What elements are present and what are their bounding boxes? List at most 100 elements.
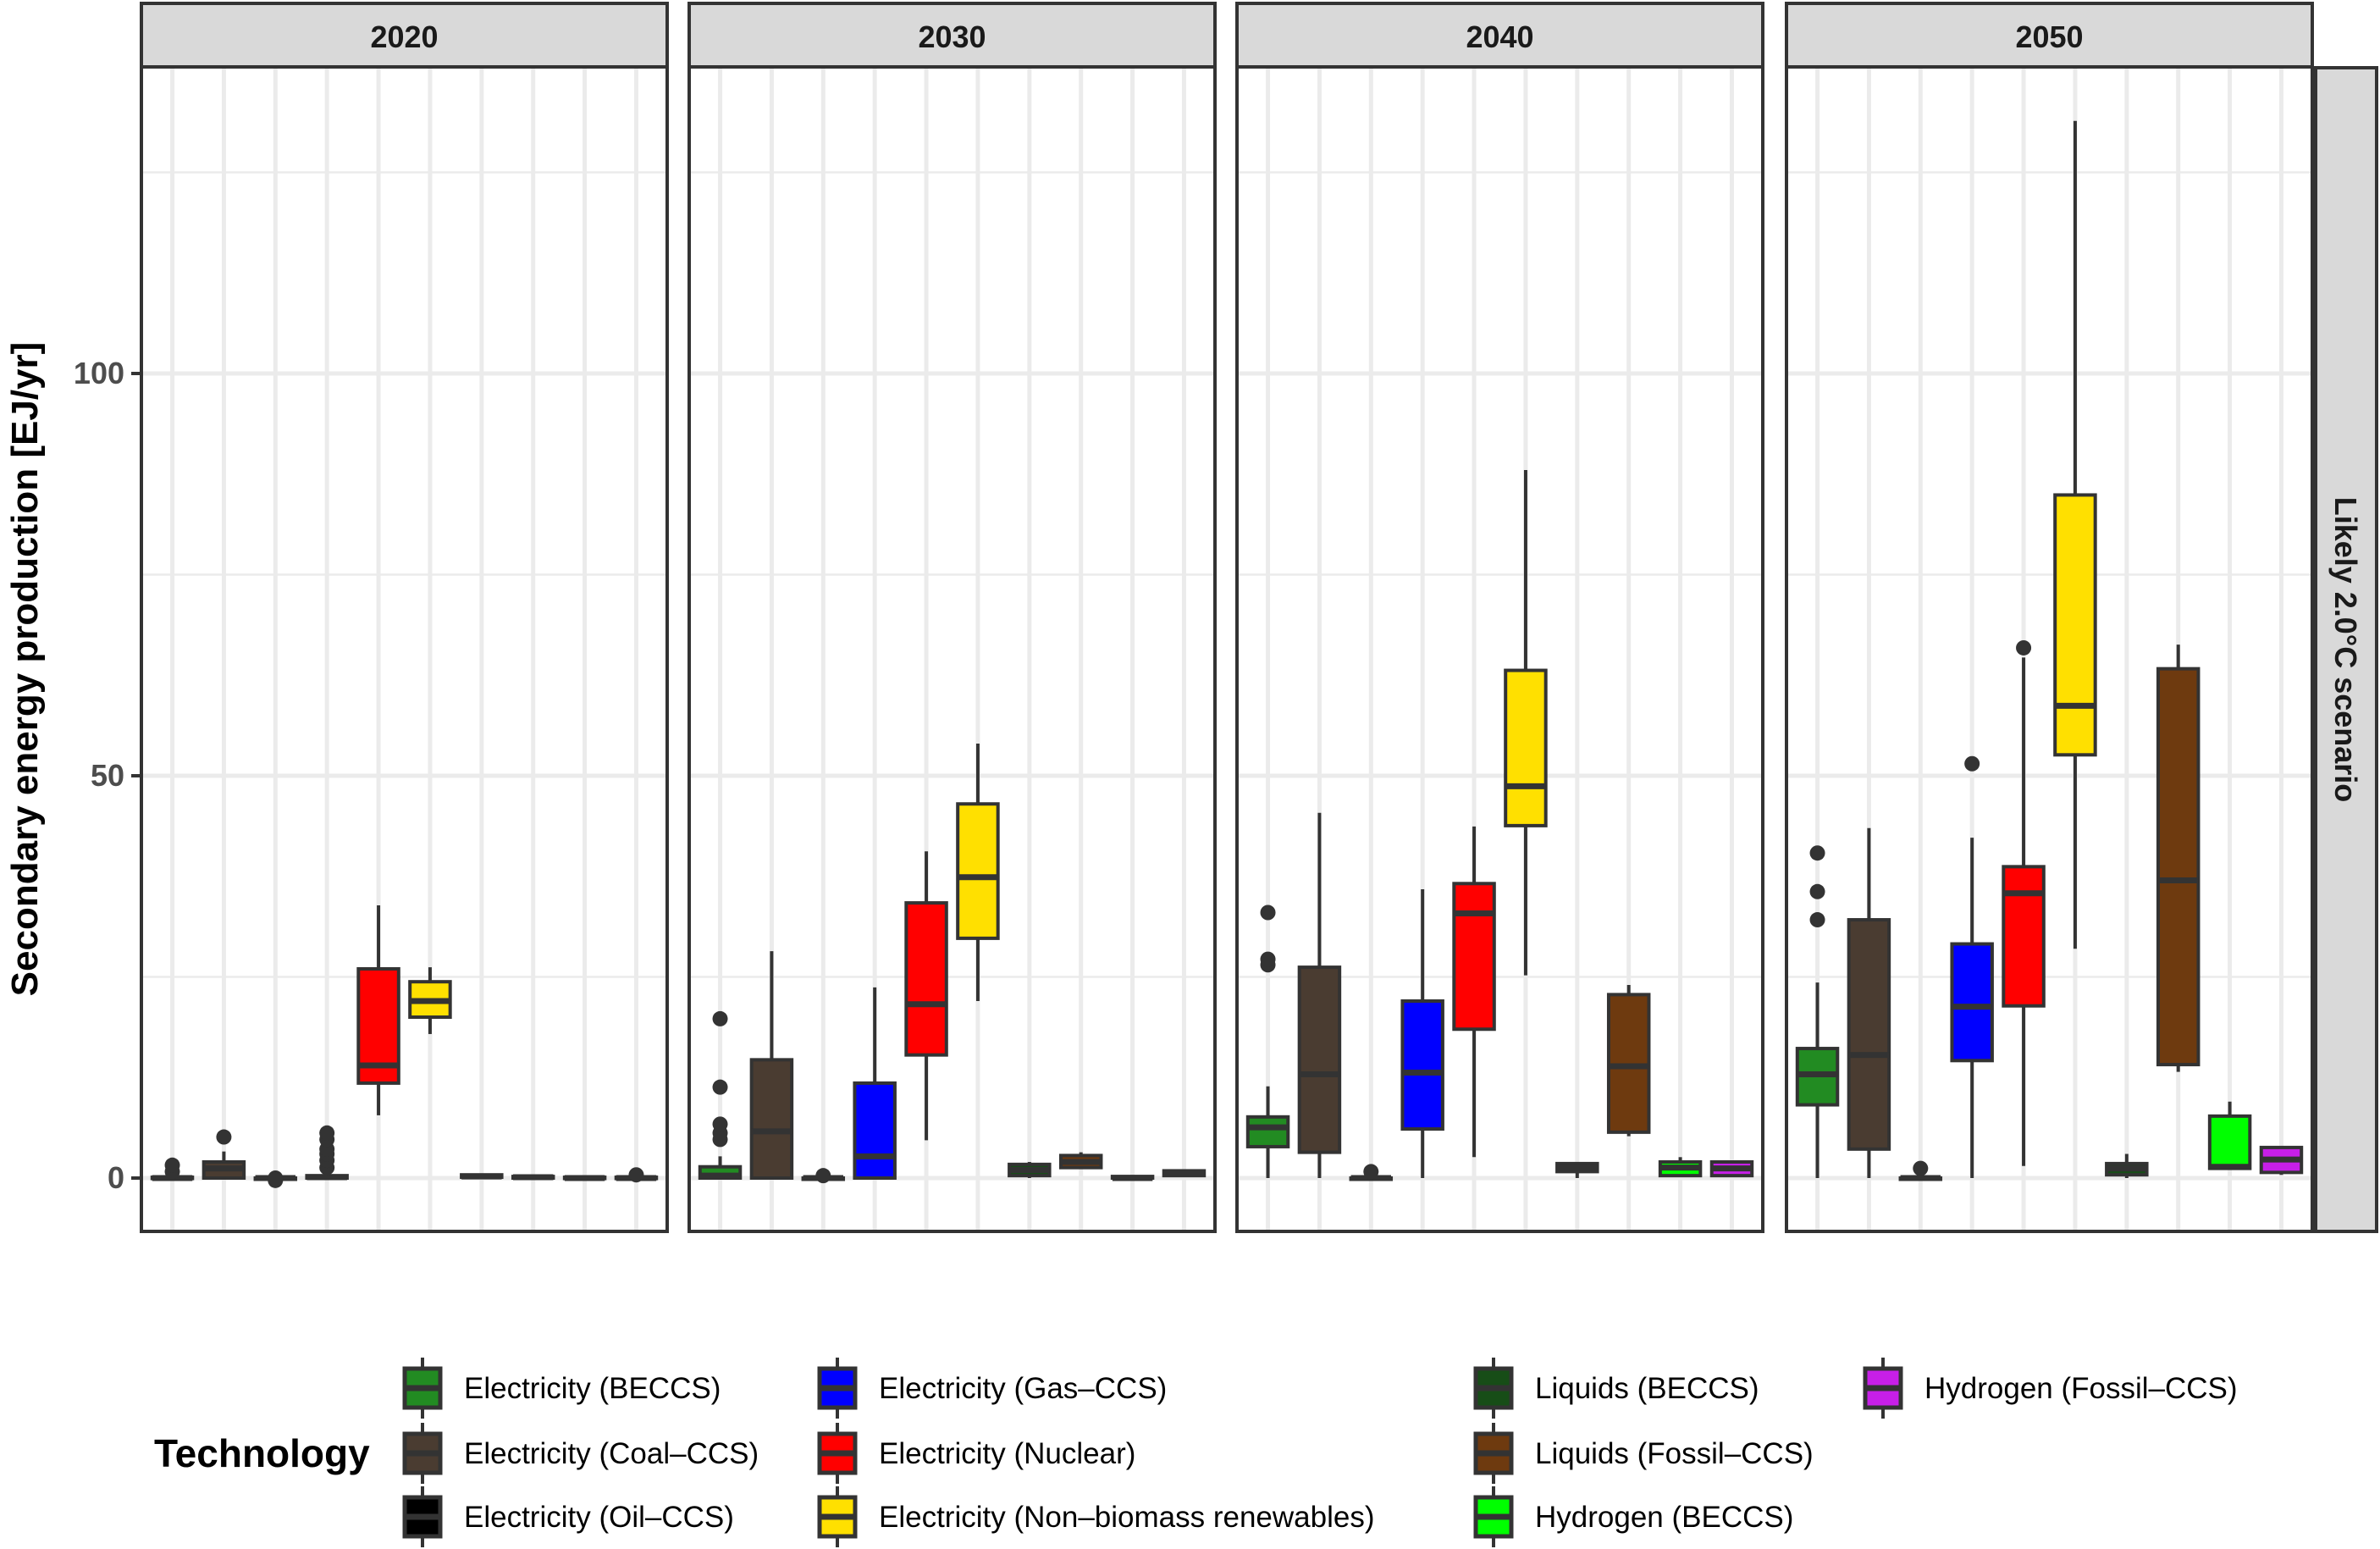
panel-border: [140, 65, 669, 1233]
legend-item: Hydrogen (Fossil–CCS): [1863, 1358, 2238, 1419]
box-electricity-beccs: [698, 1010, 743, 1180]
outlier-point: [712, 1116, 728, 1132]
box-iqr: [904, 901, 948, 1057]
outlier-point: [1363, 1164, 1379, 1180]
panel-background: [689, 67, 1215, 1231]
box-hydrogen-fossil-ccs: [2259, 1145, 2304, 1176]
outlier-point: [712, 1010, 728, 1026]
facet-panel-2040: 2040: [1235, 2, 1764, 1233]
facet-strip-background: [140, 2, 669, 69]
box-liquids-beccs: [1555, 1161, 1599, 1178]
legend-label: Electricity (Oil–CCS): [464, 1501, 734, 1534]
box-electricity-non-biomass-renewables: [408, 967, 452, 1034]
panel-background: [141, 67, 667, 1231]
row-strip: Likely 2.0°C scenario: [2314, 66, 2378, 1233]
y-axis-title: Secondary energy production [EJ/yr]: [4, 342, 46, 997]
box-electricity-gas-ccs: [305, 1125, 349, 1181]
box-iqr: [1950, 942, 1994, 1063]
box-electricity-oil-ccs: [1349, 1164, 1394, 1181]
facet-panel-2020: 2020: [140, 2, 669, 1233]
outlier-point: [815, 1168, 831, 1184]
facet-strip-label: 2040: [1466, 19, 1533, 54]
box-liquids-fossil-ccs: [511, 1174, 555, 1181]
box-iqr: [853, 1081, 897, 1181]
box-electricity-nuclear: [2002, 639, 2046, 1166]
box-hydrogen-beccs: [2207, 1101, 2252, 1170]
legend-label: Hydrogen (BECCS): [1535, 1501, 1793, 1534]
y-tick-label: 0: [108, 1160, 124, 1195]
outlier-point: [2016, 639, 2032, 656]
box-hydrogen-beccs: [1110, 1175, 1155, 1181]
facet-panel-2030: 2030: [687, 2, 1217, 1233]
legend-item: Electricity (Oil–CCS): [402, 1486, 734, 1547]
legend-label: Electricity (BECCS): [464, 1372, 721, 1405]
legend-item: Liquids (BECCS): [1473, 1358, 1759, 1419]
box-electricity-gas-ccs: [853, 987, 897, 1181]
box-iqr: [2002, 865, 2046, 1008]
y-axis: Secondary energy production [EJ/yr] 0 50 1…: [4, 342, 141, 1195]
box-iqr: [1847, 918, 1891, 1151]
legend-label: Hydrogen (Fossil–CCS): [1924, 1372, 2238, 1405]
box-electricity-gas-ccs: [1950, 755, 1994, 1178]
legend-label: Electricity (Gas–CCS): [879, 1372, 1167, 1405]
box-electricity-nuclear: [1452, 826, 1496, 1158]
box-iqr: [1504, 668, 1548, 827]
facet-strip-label: 2020: [370, 19, 438, 54]
box-liquids-fossil-ccs: [1058, 1152, 1103, 1170]
legend-label: Liquids (BECCS): [1535, 1372, 1759, 1405]
box-electricity-oil-ccs: [253, 1170, 298, 1188]
outlier-point: [319, 1125, 335, 1141]
box-electricity-gas-ccs: [1400, 888, 1444, 1178]
panel-border: [1785, 65, 2314, 1233]
box-liquids-fossil-ccs: [1606, 985, 1651, 1137]
outlier-point: [164, 1157, 180, 1173]
box-hydrogen-beccs: [562, 1175, 607, 1181]
box-iqr: [749, 1058, 794, 1180]
box-iqr: [1297, 965, 1342, 1154]
legend-item: Hydrogen (BECCS): [1473, 1486, 1793, 1547]
legend: Technology Electricity (BECCS) Electricit…: [154, 1358, 2238, 1547]
facet-strip-background: [687, 2, 1217, 69]
box-electricity-beccs: [1245, 905, 1290, 1178]
box-hydrogen-fossil-ccs: [614, 1167, 659, 1183]
legend-label: Electricity (Coal–CCS): [464, 1437, 759, 1470]
box-electricity-non-biomass-renewables: [1504, 470, 1548, 976]
box-electricity-oil-ccs: [801, 1168, 846, 1184]
outlier-point: [268, 1172, 284, 1188]
box-electricity-coal-ccs: [202, 1129, 246, 1180]
box-electricity-coal-ccs: [749, 951, 794, 1180]
box-iqr: [956, 802, 1000, 940]
box-electricity-oil-ccs: [1898, 1160, 1943, 1181]
legend-item: Liquids (Fossil–CCS): [1473, 1423, 1814, 1484]
outlier-point: [1913, 1160, 1929, 1176]
outlier-point: [1809, 912, 1825, 928]
box-electricity-beccs: [150, 1157, 195, 1181]
box-electricity-beccs: [1795, 845, 1840, 1178]
outlier-point: [712, 1079, 728, 1095]
outlier-point: [1809, 883, 1825, 899]
box-electricity-nuclear: [904, 851, 948, 1141]
legend-item: Electricity (Coal–CCS): [402, 1423, 759, 1484]
facet-strip-background: [1235, 2, 1764, 69]
row-strip-background: [2314, 66, 2378, 1233]
box-liquids-beccs: [1008, 1162, 1052, 1178]
box-iqr: [2207, 1114, 2252, 1170]
box-electricity-non-biomass-renewables: [2053, 120, 2097, 949]
outlier-point: [1260, 905, 1276, 921]
outlier-point: [1964, 755, 1980, 772]
box-liquids-beccs: [2105, 1153, 2149, 1178]
box-iqr: [1245, 1115, 1290, 1148]
facet-strip-label: 2030: [918, 19, 986, 54]
outlier-point: [628, 1167, 644, 1183]
box-electricity-non-biomass-renewables: [956, 744, 1000, 1001]
box-hydrogen-beccs: [1658, 1157, 1703, 1178]
row-strip-label: Likely 2.0°C scenario: [2328, 497, 2363, 803]
outlier-point: [1809, 845, 1825, 861]
legend-item: Electricity (Non–biomass renewables): [817, 1486, 1375, 1547]
facet-strip-background: [1785, 2, 2314, 69]
legend-item: Electricity (Gas–CCS): [817, 1358, 1167, 1419]
box-iqr: [1452, 882, 1496, 1032]
legend-label: Electricity (Nuclear): [879, 1437, 1135, 1470]
legend-label: Electricity (Non–biomass renewables): [879, 1501, 1375, 1534]
outlier-point: [1260, 951, 1276, 967]
